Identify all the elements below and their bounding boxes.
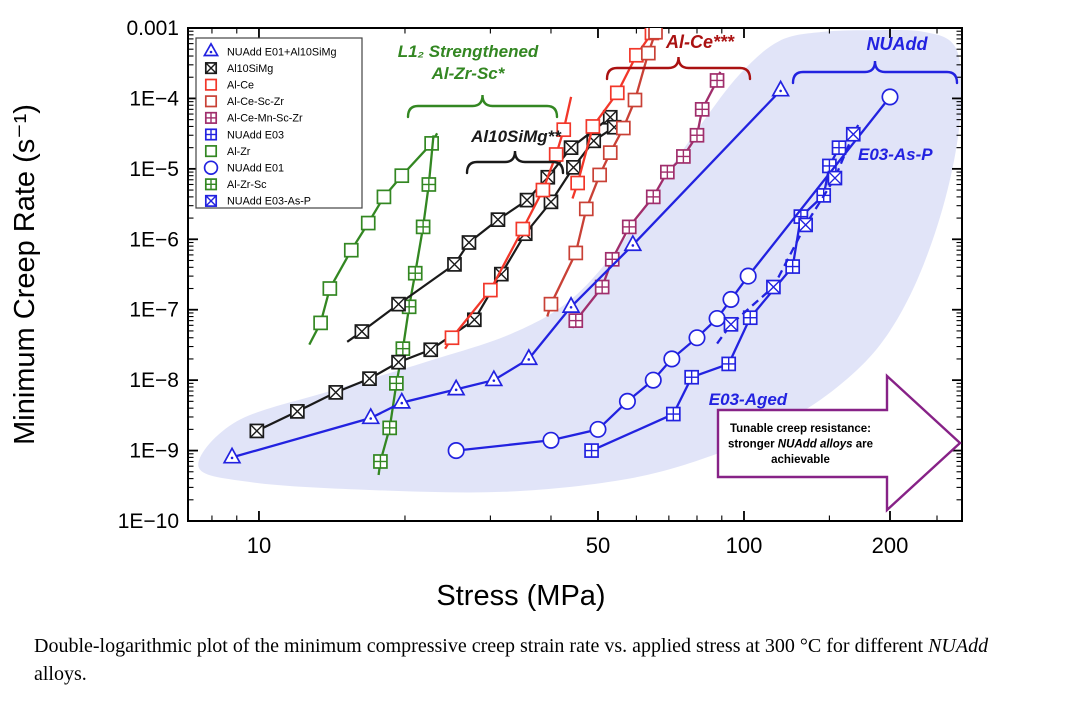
annotation-brace <box>791 60 959 85</box>
tunable-creep-arrow <box>716 373 962 513</box>
annotation-label: L1₂ Strengthened <box>398 42 539 61</box>
svg-text:1E−5: 1E−5 <box>129 158 179 181</box>
legend-label: Al-Ce-Mn-Sc-Zr <box>227 113 303 125</box>
x-axis-title: Stress (MPa) <box>436 580 605 612</box>
series-nuadd-e03-as-p <box>716 124 861 345</box>
svg-text:1E−9: 1E−9 <box>129 440 179 463</box>
annotation-label: Al-Zr-Sc* <box>431 64 506 83</box>
series-nuadd-e01-al10simg <box>222 79 790 464</box>
legend-label: NUAdd E03 <box>227 129 284 141</box>
annotation-label: Al10SiMg** <box>470 127 562 146</box>
annotation-brace <box>465 150 565 175</box>
creep-rate-vs-stress-chart: 0.001 1E−4 1E−5 1E−6 1E−7 1E−8 1E−9 1E−10 10 50 10… <box>9 17 963 612</box>
legend-label: Al-Zr-Sc <box>227 179 267 191</box>
figure-caption: Double-logarithmic plot of the minimum c… <box>34 632 1034 689</box>
svg-text:1E−4: 1E−4 <box>129 87 179 110</box>
series-al-ce-mn-sc-zr <box>568 71 725 329</box>
svg-text:100: 100 <box>726 533 763 558</box>
figure-container: 0.001 1E−4 1E−5 1E−6 1E−7 1E−8 1E−9 1E−10 10 50 10… <box>9 17 963 612</box>
annotation-label: E03-Aged <box>709 390 788 409</box>
axes: 0.001 1E−4 1E−5 1E−6 1E−7 1E−8 1E−9 1E−10 10 50 10… <box>9 17 963 612</box>
series-al-ce-sc-zr <box>543 28 663 317</box>
annotation-label: Al-Ce*** <box>665 32 735 52</box>
annotation-label: E03-As-P <box>858 145 933 164</box>
legend-label: Al-Ce <box>227 80 254 92</box>
arrow-text-line: stronger NUAdd alloys are <box>728 439 873 451</box>
svg-text:1E−8: 1E−8 <box>129 369 179 392</box>
legend-label: Al10SiMg <box>227 63 273 75</box>
legend: NUAdd E01+Al10SiMg Al10SiMg Al-Ce Al-Ce-Sc-… <box>195 37 363 209</box>
data-series-layer <box>222 28 899 476</box>
svg-text:200: 200 <box>872 533 909 558</box>
y-axis-title: Minimum Creep Rate (s⁻¹) <box>9 104 41 445</box>
svg-text:1E−10: 1E−10 <box>118 510 179 533</box>
annotation-brace <box>406 94 559 119</box>
caption-text-2: alloys. <box>34 663 87 686</box>
caption-text-1: Double-logarithmic plot of the minimum c… <box>34 635 929 657</box>
legend-label: Al-Ce-Sc-Zr <box>227 96 284 108</box>
arrow-text-line: Tunable creep resistance: <box>730 423 871 435</box>
series-al-zr-sc <box>373 135 437 476</box>
svg-text:1E−6: 1E−6 <box>129 228 179 251</box>
svg-text:10: 10 <box>247 533 271 558</box>
annotation-brace <box>605 56 752 81</box>
legend-label: NUAdd E01 <box>227 163 284 175</box>
legend-label: NUAdd E03-As-P <box>227 196 311 208</box>
svg-text:50: 50 <box>586 533 610 558</box>
annotation-label: NUAdd <box>867 34 929 54</box>
arrow-text-line: achievable <box>771 454 830 466</box>
series-nuadd-e01 <box>447 88 899 460</box>
svg-text:1E−7: 1E−7 <box>129 299 179 322</box>
caption-alloy-name: NUAdd <box>928 635 989 657</box>
svg-text:0.001: 0.001 <box>126 17 179 40</box>
legend-label: NUAdd E01+Al10SiMg <box>227 46 337 58</box>
legend-label: Al-Zr <box>227 146 251 158</box>
